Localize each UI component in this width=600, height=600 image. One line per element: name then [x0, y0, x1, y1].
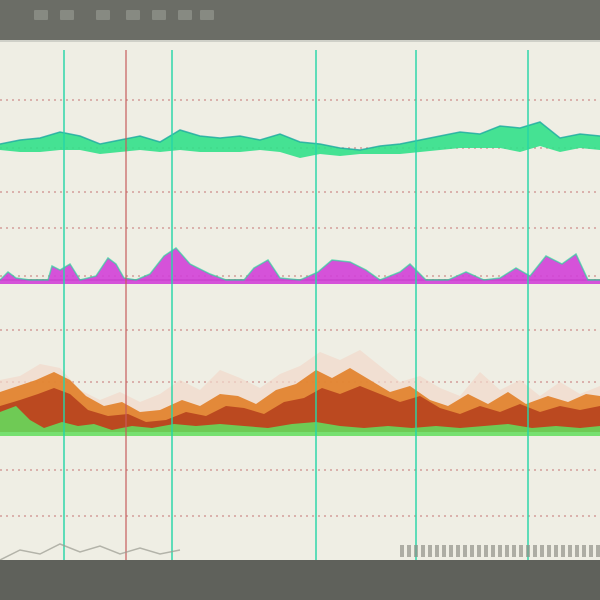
- magenta-waveform: [0, 248, 600, 284]
- toolbar-label[interactable]: [126, 10, 140, 20]
- dashed-gridlines: [0, 99, 600, 517]
- waveform-canvas[interactable]: [0, 40, 600, 560]
- green-waveform: [0, 122, 600, 158]
- lower-trace: [0, 543, 181, 560]
- toolbar-label[interactable]: [34, 10, 48, 20]
- teal-markers[interactable]: [63, 50, 529, 560]
- toolbar-label[interactable]: [178, 10, 192, 20]
- heat-green: [0, 406, 600, 436]
- magenta-waveform-edge: [0, 247, 600, 281]
- toolbar-label[interactable]: [96, 10, 110, 20]
- bottom-right-scale: [400, 545, 600, 557]
- toolbar-label[interactable]: [200, 10, 214, 20]
- toolbar-label[interactable]: [60, 10, 74, 20]
- toolbar-label[interactable]: [152, 10, 166, 20]
- top-toolbar: [0, 0, 600, 40]
- green-waveform-edge: [0, 121, 600, 151]
- heat-red: [0, 386, 600, 432]
- bottom-toolbar: [0, 560, 600, 600]
